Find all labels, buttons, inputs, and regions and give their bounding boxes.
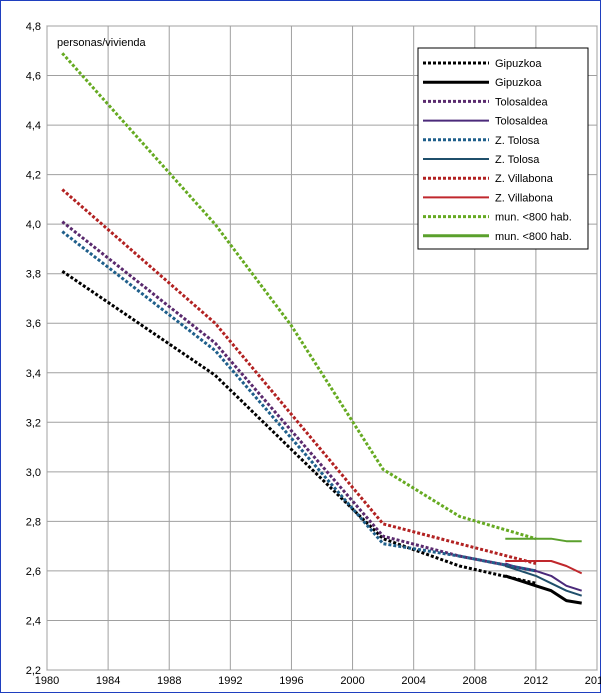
- unit-label: personas/vivienda: [57, 37, 147, 49]
- legend-label: Gipuzkoa: [495, 58, 542, 70]
- x-tick-label: 1980: [35, 675, 59, 687]
- y-tick-label: 2,6: [26, 566, 41, 578]
- series-line: [505, 537, 582, 543]
- series-line: [61, 269, 537, 585]
- y-tick-label: 2,2: [26, 665, 41, 677]
- y-tick-label: 3,2: [26, 417, 41, 429]
- x-tick-label: 1996: [279, 675, 303, 687]
- y-tick-label: 3,8: [26, 269, 41, 281]
- legend-label: Gipuzkoa: [495, 77, 542, 89]
- x-tick-label: 1984: [96, 675, 120, 687]
- series-line: [504, 565, 583, 597]
- x-tick-label: 2012: [524, 675, 548, 687]
- legend-label: mun. <800 hab.: [495, 231, 572, 243]
- legend: Gipuzkoa Gipuzkoa Tolosaldea Tolosaldea Z. T…: [417, 47, 589, 250]
- y-tick-label: 4,8: [26, 21, 41, 33]
- x-tick-label: 2008: [463, 675, 487, 687]
- y-tick-label: 4,2: [26, 170, 41, 182]
- y-tick-label: 4,4: [26, 120, 41, 132]
- x-tick-label: 1992: [218, 675, 242, 687]
- x-tick-label: 2000: [340, 675, 364, 687]
- x-tick-label: 2004: [401, 675, 425, 687]
- y-tick-label: 4,6: [26, 71, 41, 83]
- legend-label: Z. Tolosa: [495, 154, 540, 166]
- y-tick-label: 3,4: [26, 368, 41, 380]
- y-tick-label: 2,4: [26, 615, 41, 627]
- y-tick-label: 3,6: [26, 318, 41, 330]
- axes: 1980 1984 1988 1992 1996 2000 2004 2008 2012 2016…: [26, 21, 601, 687]
- y-tick-label: 4,0: [26, 219, 41, 231]
- series-line: [61, 230, 537, 573]
- legend-label: Z. Villabona: [495, 173, 554, 185]
- y-tick-label: 3,0: [26, 467, 41, 479]
- y-tick-label: 2,8: [26, 516, 41, 528]
- series-line: [61, 188, 537, 565]
- legend-label: Z. Villabona: [495, 192, 554, 204]
- series-line: [505, 560, 583, 575]
- x-tick-label: 1988: [157, 675, 181, 687]
- legend-label: Tolosaldea: [495, 96, 548, 108]
- series-line: [504, 574, 582, 605]
- x-tick-label: 2016: [585, 675, 601, 687]
- legend-label: Z. Tolosa: [495, 135, 540, 147]
- series-line: [61, 52, 537, 541]
- legend-label: Tolosaldea: [495, 116, 548, 128]
- series-layer: [61, 52, 583, 605]
- legend-label: mun. <800 hab.: [495, 212, 572, 224]
